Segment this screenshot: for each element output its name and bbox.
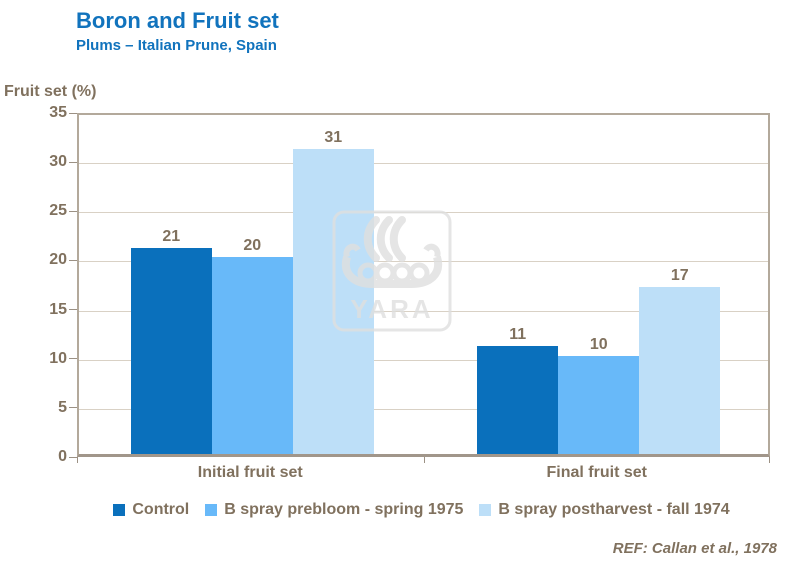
- y-gridline: [79, 163, 768, 165]
- legend-label: Control: [132, 501, 190, 518]
- yara-watermark-text: YARA: [350, 294, 433, 324]
- y-axis-label: 30: [49, 153, 67, 171]
- category-label: Final fruit set: [546, 464, 647, 481]
- title-block: Boron and Fruit set Plums – Italian Prun…: [76, 8, 279, 54]
- y-axis-label: 25: [49, 202, 67, 220]
- watermark-sails-icon: [363, 216, 406, 262]
- watermark-ship-icon: [341, 243, 443, 288]
- chart-legend: Control B spray prebloom - spring 1975 B s…: [0, 501, 785, 519]
- legend-swatch-icon: [205, 504, 218, 516]
- y-axis-label: 5: [58, 398, 67, 416]
- bar-control: [130, 247, 212, 454]
- bar-value-label: 20: [243, 237, 262, 255]
- legend-swatch-icon: [479, 504, 492, 516]
- legend-item: B spray prebloom - spring 1975: [205, 501, 463, 519]
- category-label: Initial fruit set: [197, 464, 303, 481]
- y-axis-label: 20: [49, 251, 67, 269]
- bar-value-label: 17: [670, 266, 689, 284]
- bar-value-label: 31: [324, 129, 343, 147]
- y-axis-label: 0: [58, 448, 67, 465]
- y-axis-tick: [69, 259, 77, 261]
- plot-area: YARA 21 20 31 11 10 17: [77, 113, 770, 457]
- y-axis-tick: [69, 161, 77, 163]
- legend-swatch-icon: [113, 504, 126, 516]
- bar-b-spray-postharvest-fall-1974: [639, 286, 721, 454]
- reference-text: REF: Callan et al., 1978: [612, 540, 777, 557]
- y-gridline: [79, 359, 768, 361]
- y-axis-label: 35: [49, 104, 67, 121]
- y-axis-label: 15: [49, 300, 67, 318]
- bar-control: [477, 345, 559, 454]
- bar-b-spray-prebloom-spring-1975: [211, 257, 293, 454]
- legend-label: B spray prebloom - spring 1975: [224, 501, 464, 518]
- watermark-frame: [332, 210, 452, 332]
- y-axis-tick: [69, 358, 77, 360]
- y-axis-tick: [69, 210, 77, 212]
- y-axis-tick: [69, 112, 77, 114]
- x-axis-tick: [423, 457, 425, 463]
- y-axis-tick: [69, 456, 77, 458]
- bar-b-spray-prebloom-spring-1975: [558, 355, 640, 454]
- bar-value-label: 10: [589, 335, 608, 353]
- y-gridline: [79, 261, 768, 263]
- yara-watermark-logo: YARA: [332, 210, 452, 332]
- bar-value-label: 11: [509, 325, 527, 343]
- chart-subtitle: Plums – Italian Prune, Spain: [76, 37, 277, 54]
- y-axis-tick: [69, 407, 77, 409]
- y-axis-tick: [69, 309, 77, 311]
- y-gridline: [79, 408, 768, 410]
- legend-label: B spray postharvest - fall 1974: [498, 501, 730, 518]
- bar-value-label: 21: [162, 227, 181, 245]
- legend-item: Control: [113, 501, 189, 519]
- legend-item: B spray postharvest - fall 1974: [479, 501, 730, 519]
- chart-title: Boron and Fruit set: [76, 8, 279, 33]
- y-axis-label: 10: [49, 349, 67, 367]
- y-gridline: [79, 310, 768, 312]
- y-axis-title: Fruit set (%): [4, 83, 97, 100]
- x-axis-tick: [77, 457, 78, 463]
- x-axis-tick: [769, 457, 770, 463]
